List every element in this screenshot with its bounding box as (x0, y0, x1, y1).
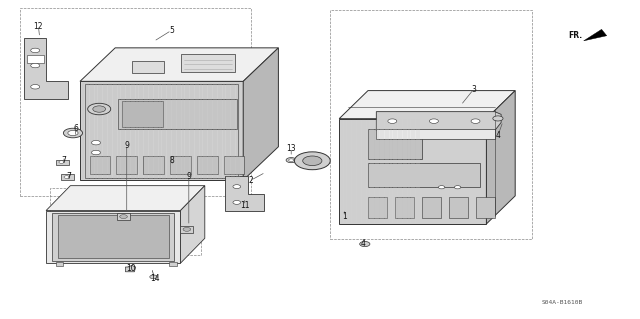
Polygon shape (46, 186, 205, 211)
Polygon shape (395, 197, 414, 218)
Text: 3: 3 (471, 85, 476, 94)
Polygon shape (80, 48, 278, 81)
Polygon shape (61, 174, 74, 180)
Circle shape (150, 275, 157, 279)
Polygon shape (339, 119, 486, 224)
Text: 13: 13 (286, 144, 296, 153)
Circle shape (68, 130, 78, 136)
Polygon shape (169, 262, 177, 266)
Circle shape (64, 176, 69, 178)
Polygon shape (52, 213, 174, 261)
Circle shape (233, 185, 241, 189)
Circle shape (183, 227, 191, 231)
Circle shape (92, 150, 100, 155)
Circle shape (493, 116, 503, 121)
Text: 4: 4 (361, 239, 366, 248)
Circle shape (360, 241, 370, 247)
Circle shape (92, 140, 100, 145)
Circle shape (88, 103, 111, 115)
Polygon shape (584, 29, 607, 41)
Text: 14: 14 (150, 274, 160, 283)
Polygon shape (486, 91, 515, 224)
Text: 6: 6 (73, 124, 78, 133)
Circle shape (294, 152, 330, 170)
Polygon shape (339, 91, 515, 119)
Polygon shape (368, 163, 480, 187)
Polygon shape (368, 129, 422, 159)
Circle shape (120, 215, 127, 219)
Polygon shape (46, 211, 180, 263)
Bar (50, 188, 201, 255)
Circle shape (31, 85, 40, 89)
Polygon shape (56, 160, 69, 165)
Circle shape (471, 119, 480, 123)
Circle shape (388, 119, 397, 123)
Text: 9: 9 (124, 141, 129, 150)
Polygon shape (24, 38, 68, 99)
Text: 4: 4 (495, 131, 500, 140)
Text: 8: 8 (169, 156, 174, 165)
Circle shape (93, 106, 106, 112)
Bar (330, 10, 532, 239)
Bar (20, 8, 251, 196)
Circle shape (303, 156, 322, 166)
Circle shape (59, 161, 64, 163)
Text: 7: 7 (61, 156, 67, 165)
Text: 2: 2 (248, 176, 253, 185)
Polygon shape (58, 215, 169, 258)
Polygon shape (132, 61, 164, 72)
Polygon shape (56, 262, 63, 266)
Circle shape (31, 48, 40, 53)
Polygon shape (90, 156, 110, 174)
Polygon shape (122, 101, 163, 127)
Polygon shape (243, 48, 278, 180)
Text: 7: 7 (67, 172, 72, 181)
Circle shape (429, 119, 438, 123)
Polygon shape (118, 99, 237, 129)
Polygon shape (376, 129, 495, 139)
Polygon shape (143, 156, 164, 174)
Circle shape (438, 186, 445, 189)
Circle shape (286, 158, 296, 163)
Text: 1: 1 (342, 212, 347, 221)
Polygon shape (368, 197, 387, 218)
Polygon shape (117, 213, 130, 220)
Polygon shape (449, 197, 468, 218)
Polygon shape (476, 197, 495, 218)
Polygon shape (376, 112, 501, 131)
Text: S04A-B1610B: S04A-B1610B (541, 300, 582, 305)
Circle shape (233, 201, 241, 204)
Polygon shape (224, 156, 244, 174)
Text: FR.: FR. (568, 31, 582, 40)
Text: 12: 12 (34, 22, 43, 31)
Text: 11: 11 (240, 201, 249, 210)
Polygon shape (225, 176, 264, 211)
Text: 9: 9 (186, 172, 191, 181)
Polygon shape (27, 55, 44, 63)
Polygon shape (181, 54, 236, 72)
Polygon shape (80, 81, 243, 180)
Polygon shape (197, 156, 218, 174)
Polygon shape (125, 265, 136, 272)
Circle shape (31, 63, 40, 68)
Polygon shape (170, 156, 191, 174)
Text: 10: 10 (126, 264, 136, 273)
Text: 5: 5 (169, 26, 174, 35)
Polygon shape (180, 186, 205, 263)
Circle shape (454, 186, 461, 189)
Polygon shape (116, 156, 137, 174)
Polygon shape (422, 197, 441, 218)
Polygon shape (180, 226, 193, 233)
Circle shape (289, 159, 294, 161)
Circle shape (63, 128, 83, 138)
